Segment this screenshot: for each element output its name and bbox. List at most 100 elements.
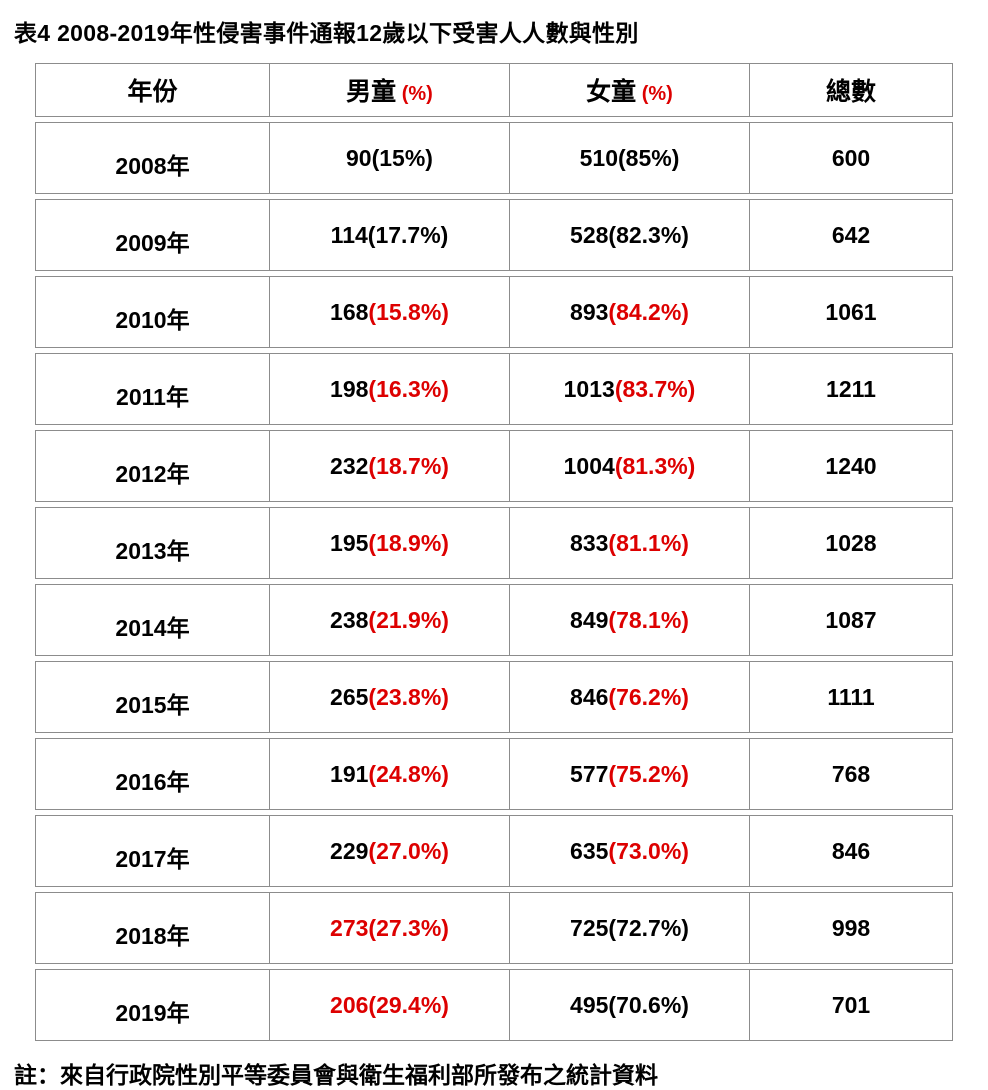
female-percentage: (85%) xyxy=(618,144,680,171)
table-row: 2011年 198(16.3%) 1013(83.7%) 1211 xyxy=(35,353,953,425)
table-row: 2013年 195(18.9%) 833(81.1%) 1028 xyxy=(35,507,953,579)
female-count: 577 xyxy=(570,760,609,787)
column-label: 男童 xyxy=(346,78,397,106)
male-percentage: (16.3%) xyxy=(368,375,449,402)
table-title: 表4 2008-2019年性侵害事件通報12歲以下受害人人數與性別 xyxy=(14,20,639,46)
female-count: 833 xyxy=(570,529,609,556)
male-percentage: (18.9%) xyxy=(368,529,449,556)
female-value-cell: 495(70.6%) xyxy=(510,969,750,1041)
table-row: 2012年 232(18.7%) 1004(81.3%) 1240 xyxy=(35,430,953,502)
column-header-female: 女童 (%) xyxy=(510,63,750,117)
female-percentage: (81.1%) xyxy=(608,529,689,556)
male-value-cell: 232(18.7%) xyxy=(270,430,510,502)
female-percentage: (73.0%) xyxy=(608,837,689,864)
male-value-cell: 114(17.7%) xyxy=(270,199,510,271)
year-cell: 2016年 xyxy=(35,738,270,810)
female-count: 1013 xyxy=(563,375,615,402)
male-percentage: (18.7%) xyxy=(368,452,449,479)
total-cell: 1111 xyxy=(750,661,953,733)
column-pct-suffix: (%) xyxy=(636,83,673,105)
female-percentage: (84.2%) xyxy=(608,298,689,325)
male-count: 265 xyxy=(330,683,369,710)
male-count: 90 xyxy=(346,144,372,171)
year-cell: 2010年 xyxy=(35,276,270,348)
female-value-cell: 833(81.1%) xyxy=(510,507,750,579)
total-cell: 1211 xyxy=(750,353,953,425)
male-count: 191 xyxy=(330,760,369,787)
year-cell: 2014年 xyxy=(35,584,270,656)
male-count: 206 xyxy=(330,991,369,1018)
female-value-cell: 510(85%) xyxy=(510,122,750,194)
male-count: 238 xyxy=(330,606,369,633)
female-count: 495 xyxy=(570,991,609,1018)
female-count: 846 xyxy=(570,683,609,710)
column-label: 總數 xyxy=(825,78,876,106)
male-value-cell: 168(15.8%) xyxy=(270,276,510,348)
female-percentage: (81.3%) xyxy=(614,452,696,479)
year-cell: 2013年 xyxy=(35,507,270,579)
table-row: 2017年 229(27.0%) 635(73.0%) 846 xyxy=(35,815,953,887)
female-percentage: (83.7%) xyxy=(614,375,696,402)
male-percentage: (27.0%) xyxy=(368,837,449,864)
table-row: 2015年 265(23.8%) 846(76.2%) 1111 xyxy=(35,661,953,733)
female-percentage: (76.2%) xyxy=(608,683,689,710)
male-count: 229 xyxy=(330,837,369,864)
table-row: 2010年 168(15.8%) 893(84.2%) 1061 xyxy=(35,276,953,348)
header-row: 年份 男童 (%) 女童 (%) 總數 xyxy=(35,63,953,117)
female-value-cell: 635(73.0%) xyxy=(510,815,750,887)
female-value-cell: 849(78.1%) xyxy=(510,584,750,656)
total-cell: 642 xyxy=(750,199,953,271)
female-count: 510 xyxy=(579,144,618,171)
female-value-cell: 528(82.3%) xyxy=(510,199,750,271)
total-cell: 768 xyxy=(750,738,953,810)
year-cell: 2017年 xyxy=(35,815,270,887)
male-value-cell: 198(16.3%) xyxy=(270,353,510,425)
female-count: 725 xyxy=(570,914,609,941)
female-value-cell: 893(84.2%) xyxy=(510,276,750,348)
year-cell: 2011年 xyxy=(35,353,270,425)
male-count: 232 xyxy=(330,452,369,479)
total-cell: 701 xyxy=(750,969,953,1041)
female-value-cell: 1013(83.7%) xyxy=(510,353,750,425)
female-value-cell: 577(75.2%) xyxy=(510,738,750,810)
female-count: 893 xyxy=(570,298,609,325)
column-label: 女童 xyxy=(586,78,637,106)
total-cell: 1087 xyxy=(750,584,953,656)
male-value-cell: 90(15%) xyxy=(270,122,510,194)
male-percentage: (29.4%) xyxy=(368,991,449,1018)
male-count: 195 xyxy=(330,529,369,556)
female-count: 849 xyxy=(570,606,609,633)
male-value-cell: 195(18.9%) xyxy=(270,507,510,579)
male-value-cell: 265(23.8%) xyxy=(270,661,510,733)
data-table: 年份 男童 (%) 女童 (%) 總數 2008年 90(15%) 510(85%) 600… xyxy=(35,58,953,1046)
male-value-cell: 229(27.0%) xyxy=(270,815,510,887)
male-value-cell: 238(21.9%) xyxy=(270,584,510,656)
female-count: 1004 xyxy=(563,452,615,479)
female-value-cell: 846(76.2%) xyxy=(510,661,750,733)
column-header-male: 男童 (%) xyxy=(270,63,510,117)
source-footnote: 註：來自行政院性別平等委員會與衛生福利部所發布之統計資料 xyxy=(14,1062,658,1088)
female-percentage: (75.2%) xyxy=(608,760,689,787)
table-row: 2008年 90(15%) 510(85%) 600 xyxy=(35,122,953,194)
column-header-year: 年份 xyxy=(35,63,270,117)
female-value-cell: 1004(81.3%) xyxy=(510,430,750,502)
year-cell: 2018年 xyxy=(35,892,270,964)
male-value-cell: 191(24.8%) xyxy=(270,738,510,810)
table-row: 2018年 273(27.3%) 725(72.7%) 998 xyxy=(35,892,953,964)
male-count: 114 xyxy=(330,221,368,248)
total-cell: 1061 xyxy=(750,276,953,348)
column-header-total: 總數 xyxy=(750,63,953,117)
male-count: 168 xyxy=(330,298,369,325)
female-value-cell: 725(72.7%) xyxy=(510,892,750,964)
year-cell: 2008年 xyxy=(35,122,270,194)
male-percentage: (24.8%) xyxy=(368,760,449,787)
total-cell: 846 xyxy=(750,815,953,887)
female-count: 635 xyxy=(570,837,609,864)
male-count: 198 xyxy=(330,375,369,402)
column-pct-suffix: (%) xyxy=(396,83,433,105)
male-percentage: (15.8%) xyxy=(368,298,449,325)
year-cell: 2012年 xyxy=(35,430,270,502)
male-count: 273 xyxy=(330,914,369,941)
male-percentage: (17.7%) xyxy=(367,221,449,248)
male-percentage: (27.3%) xyxy=(368,914,449,941)
